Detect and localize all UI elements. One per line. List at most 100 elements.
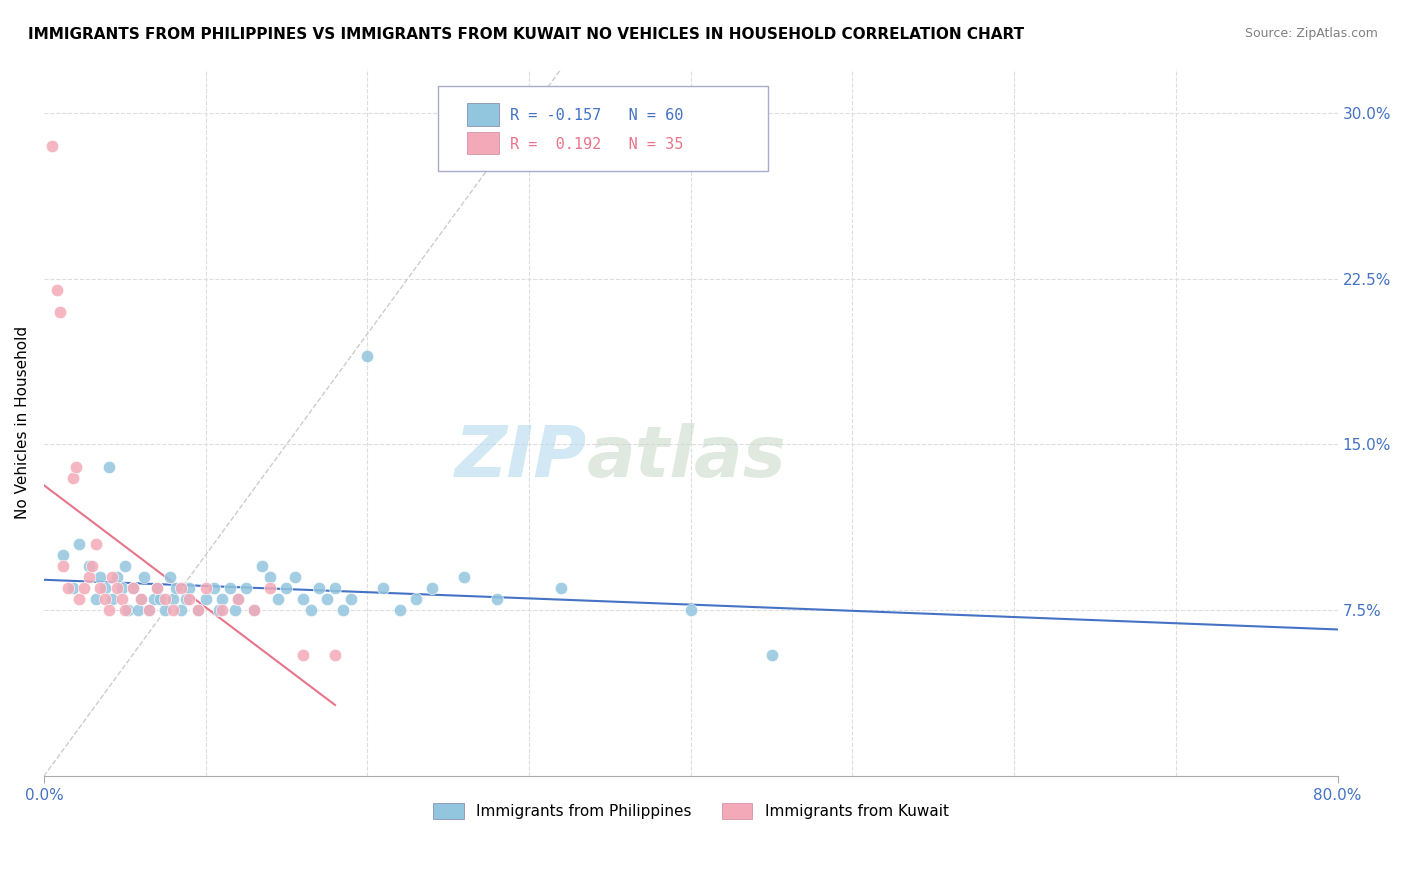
Point	[453, 570, 475, 584]
Point	[69, 537, 91, 551]
Text: atlas: atlas	[588, 423, 787, 492]
Point	[420, 581, 443, 595]
Text: R = -0.157   N = 60: R = -0.157 N = 60	[509, 109, 683, 123]
Point	[56, 581, 79, 595]
Point	[259, 581, 281, 595]
Point	[146, 581, 169, 595]
Point	[679, 603, 702, 617]
Point	[142, 592, 165, 607]
Point	[761, 648, 783, 662]
Point	[226, 592, 249, 607]
Point	[114, 603, 136, 617]
Point	[52, 559, 75, 574]
Point	[356, 349, 378, 363]
Point	[105, 581, 128, 595]
Point	[105, 570, 128, 584]
Point	[82, 559, 104, 574]
Point	[45, 283, 67, 297]
Point	[194, 592, 217, 607]
Point	[94, 592, 117, 607]
Point	[218, 581, 240, 595]
Point	[174, 592, 197, 607]
Point	[89, 570, 111, 584]
Text: IMMIGRANTS FROM PHILIPPINES VS IMMIGRANTS FROM KUWAIT NO VEHICLES IN HOUSEHOLD C: IMMIGRANTS FROM PHILIPPINES VS IMMIGRANT…	[28, 27, 1024, 42]
Point	[235, 581, 257, 595]
Point	[97, 603, 120, 617]
Point	[267, 592, 290, 607]
Point	[138, 603, 160, 617]
Point	[65, 459, 87, 474]
Point	[170, 603, 193, 617]
Point	[243, 603, 266, 617]
Point	[316, 592, 339, 607]
Point	[388, 603, 411, 617]
Point	[224, 603, 246, 617]
Point	[194, 581, 217, 595]
Point	[211, 592, 233, 607]
Point	[138, 603, 160, 617]
Point	[226, 592, 249, 607]
Point	[73, 581, 96, 595]
Point	[170, 581, 193, 595]
Point	[101, 592, 124, 607]
Point	[283, 570, 305, 584]
Point	[114, 559, 136, 574]
Point	[121, 581, 143, 595]
Point	[121, 581, 143, 595]
Point	[323, 648, 346, 662]
Point	[62, 581, 84, 595]
Point	[162, 592, 184, 607]
Point	[149, 592, 172, 607]
Point	[405, 592, 427, 607]
Point	[129, 592, 152, 607]
Point	[41, 139, 63, 153]
FancyBboxPatch shape	[439, 87, 769, 171]
Point	[186, 603, 208, 617]
Point	[77, 559, 100, 574]
Point	[110, 581, 132, 595]
Point	[153, 592, 176, 607]
Point	[276, 581, 298, 595]
Point	[186, 603, 208, 617]
Point	[62, 470, 84, 484]
FancyBboxPatch shape	[467, 103, 499, 126]
Point	[291, 592, 314, 607]
Point	[69, 592, 91, 607]
Point	[89, 581, 111, 595]
Point	[207, 603, 229, 617]
Point	[179, 592, 201, 607]
Point	[162, 603, 184, 617]
Point	[117, 603, 139, 617]
Point	[211, 603, 233, 617]
Text: Source: ZipAtlas.com: Source: ZipAtlas.com	[1244, 27, 1378, 40]
Point	[153, 603, 176, 617]
Point	[159, 570, 181, 584]
Point	[97, 459, 120, 474]
Point	[84, 592, 107, 607]
Point	[110, 592, 132, 607]
Y-axis label: No Vehicles in Household: No Vehicles in Household	[15, 326, 30, 519]
Point	[134, 570, 156, 584]
Point	[49, 305, 72, 319]
Point	[250, 559, 273, 574]
Point	[299, 603, 322, 617]
Text: R =  0.192   N = 35: R = 0.192 N = 35	[509, 136, 683, 152]
Point	[84, 537, 107, 551]
Point	[259, 570, 281, 584]
Point	[146, 581, 169, 595]
Point	[94, 581, 117, 595]
Point	[127, 603, 149, 617]
Point	[243, 603, 266, 617]
Point	[291, 648, 314, 662]
Point	[373, 581, 395, 595]
Point	[101, 570, 124, 584]
Legend: Immigrants from Philippines, Immigrants from Kuwait: Immigrants from Philippines, Immigrants …	[427, 797, 955, 825]
Point	[202, 581, 225, 595]
Point	[129, 592, 152, 607]
Point	[308, 581, 330, 595]
Point	[485, 592, 508, 607]
Point	[179, 581, 201, 595]
FancyBboxPatch shape	[467, 131, 499, 154]
Point	[323, 581, 346, 595]
Point	[166, 581, 188, 595]
